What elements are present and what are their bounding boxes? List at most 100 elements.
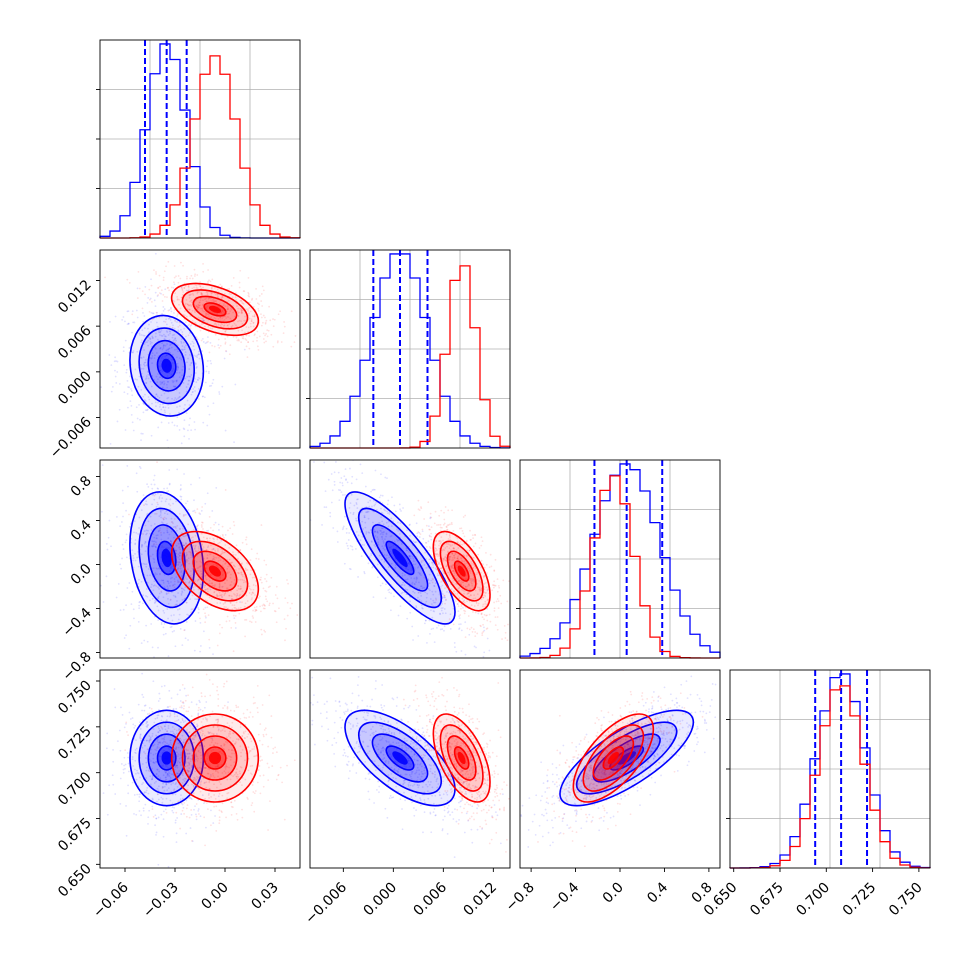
contour-row2-col1-point-1-84 <box>242 303 245 305</box>
contour-row2-col1-point-0-100 <box>171 353 174 356</box>
contour-row2-col1-point-0-199 <box>151 341 153 344</box>
contour-row4-col1-point-0-490 <box>197 750 200 753</box>
contour-row4-col1-point-0-298 <box>139 737 141 739</box>
contour-row4-col1-point-0-384 <box>134 724 137 727</box>
contour-row2-col1-point-0-36 <box>116 360 119 363</box>
contour-row3-col2-point-0-595 <box>429 598 432 600</box>
contour-row3-col1-point-0-227 <box>136 490 139 493</box>
contour-row3-col2-point-0-260 <box>432 566 435 569</box>
contour-row4-col1-point-1-245 <box>206 753 209 756</box>
contour-row3-col2-point-0-303 <box>441 584 444 587</box>
contour-row2-col1-point-1-623 <box>141 290 144 293</box>
contour-row2-col1-point-1-638 <box>205 312 208 315</box>
contour-row3-col1-point-1-346 <box>252 609 255 612</box>
contour-row3-col2-point-1-53 <box>484 600 487 603</box>
contour-row2-col1-point-1-589 <box>262 332 265 335</box>
contour-row3-col1-point-0-250 <box>150 586 152 589</box>
contour-row3-col1-point-1-407 <box>234 607 237 609</box>
contour-row2-col1-point-1-153 <box>199 304 202 307</box>
contour-row2-col1-point-0-602 <box>181 374 183 377</box>
contour-row2-col1-point-1-34 <box>253 315 256 318</box>
contour-row3-col1-point-1-543 <box>206 537 208 540</box>
contour-row3-col2-point-0-193 <box>383 508 386 511</box>
contour-row2-col1-point-1-295 <box>256 330 259 333</box>
contour-row3-col1-point-0-164 <box>163 512 166 515</box>
contour-row3-col1-point-0-73 <box>129 435 131 437</box>
contour-row2-col1-point-0-35 <box>140 389 143 391</box>
contour-row3-col1-point-1-311 <box>194 580 196 583</box>
contour-row2-col1-point-0-503 <box>150 311 153 314</box>
contour-row3-col2-point-1-545 <box>474 635 477 637</box>
contour-row3-col1-point-0-151 <box>134 542 137 545</box>
contour-row4-col1-point-0-410 <box>180 794 182 797</box>
contour-row3-col2-point-1-132 <box>460 557 463 560</box>
contour-row3-col1-point-1-270 <box>188 582 190 584</box>
contour-row3-col2-point-1-222 <box>420 507 423 510</box>
contour-row2-col1-point-0-603 <box>124 320 126 323</box>
contour-row2-col1-point-0-531 <box>224 429 227 432</box>
contour-row3-col1-point-0-167 <box>151 487 154 490</box>
contour-row3-col2-point-0-264 <box>384 458 386 460</box>
contour-row3-col2-point-0-182 <box>392 544 395 547</box>
contour-row3-col1-point-0-599 <box>204 606 207 609</box>
contour-row4-col1-point-1-288 <box>259 755 262 758</box>
contour-row2-col1-point-0-49 <box>145 382 148 384</box>
contour-row2-col1-point-1-12 <box>199 299 202 302</box>
contour-row3-col2-point-1-275 <box>457 547 460 549</box>
contour-row2-col1-point-0-221 <box>206 424 209 427</box>
contour-row3-col2-point-1-136 <box>462 516 465 518</box>
contour-row3-col1-point-1-546 <box>239 593 241 596</box>
contour-row2-col1-point-1-631 <box>261 285 264 288</box>
contour-row3-col1-point-0-644 <box>146 595 149 598</box>
contour-row4-col1-point-0-360 <box>184 720 187 722</box>
contour-row4-col1-point-0-110 <box>149 736 152 739</box>
contour-row4-col1-point-0-24 <box>178 761 181 764</box>
contour-row4-col1-point-0-373 <box>193 734 195 737</box>
contour-row4-col1-point-0-266 <box>178 777 180 780</box>
contour-row2-col1-point-0-332 <box>129 400 132 403</box>
contour-row2-col1-point-1-262 <box>252 340 255 343</box>
contour-row3-col1-point-1-522 <box>213 523 215 526</box>
contour-row3-col1-point-0-257 <box>215 487 218 489</box>
contour-row2-col1-point-1-303 <box>198 301 201 304</box>
contour-row4-col1-point-1-25 <box>224 772 227 774</box>
contour-row4-col1-point-0-448 <box>157 775 160 777</box>
contour-row2-col1-point-0-418 <box>100 386 103 389</box>
contour-row2-col1-point-0-447 <box>174 385 177 388</box>
contour-row3-col2-point-0-575 <box>439 586 442 588</box>
contour-row3-col2-point-1-397 <box>468 600 471 603</box>
contour-row2-col1-point-1-405 <box>207 313 209 316</box>
contour-row3-col2-point-0-344 <box>380 531 383 534</box>
contour-row3-col1-point-1-153 <box>246 600 249 602</box>
contour-row3-col2-point-1-261 <box>480 571 482 574</box>
contour-row3-col1-point-0-636 <box>160 534 163 536</box>
contour-row3-col2-point-0-506 <box>405 593 408 596</box>
contour-row4-col1-point-0-405 <box>106 813 109 816</box>
contour-row2-col1-point-0-293 <box>143 315 146 317</box>
contour-row3-col2-point-1-375 <box>452 530 455 532</box>
contour-row3-col1-point-0-37 <box>201 548 204 550</box>
contour-row4-col1-point-0-104 <box>202 777 205 780</box>
contour-row4-col1-point-0-620 <box>127 756 130 759</box>
contour-row4-col1-point-1-147 <box>252 702 255 705</box>
contour-row3-col1-point-1-420 <box>170 563 173 566</box>
contour-row2-col1-point-1-117 <box>283 321 285 323</box>
contour-row3-col1-point-1-362 <box>201 521 204 524</box>
contour-row4-col1-point-0-241 <box>141 723 144 726</box>
contour-row3-col1-point-1-548 <box>235 608 238 610</box>
contour-row3-col2-point-1-276 <box>443 594 446 597</box>
contour-row2-col1-point-0-308 <box>172 286 175 289</box>
contour-row3-col1-point-0-399 <box>174 596 177 598</box>
contour-row3-col2-point-0-395 <box>385 533 388 536</box>
contour-row3-col2-point-0-580 <box>365 531 368 533</box>
contour-row3-col2-point-0-465 <box>363 571 366 573</box>
contour-row3-col1-point-1-572 <box>206 587 209 590</box>
contour-row3-col1-point-1-335 <box>234 622 237 624</box>
contour-row3-col2-point-0-323 <box>434 582 437 585</box>
contour-row3-col2-point-0-196 <box>355 548 357 550</box>
contour-row3-col1-point-1-646 <box>185 542 188 545</box>
contour-row2-col1-point-0-128 <box>176 406 178 408</box>
contour-row3-col1-point-0-74 <box>170 517 173 520</box>
contour-row2-col1-point-0-240 <box>130 388 132 390</box>
contour-row3-col1-point-1-293 <box>170 540 173 543</box>
